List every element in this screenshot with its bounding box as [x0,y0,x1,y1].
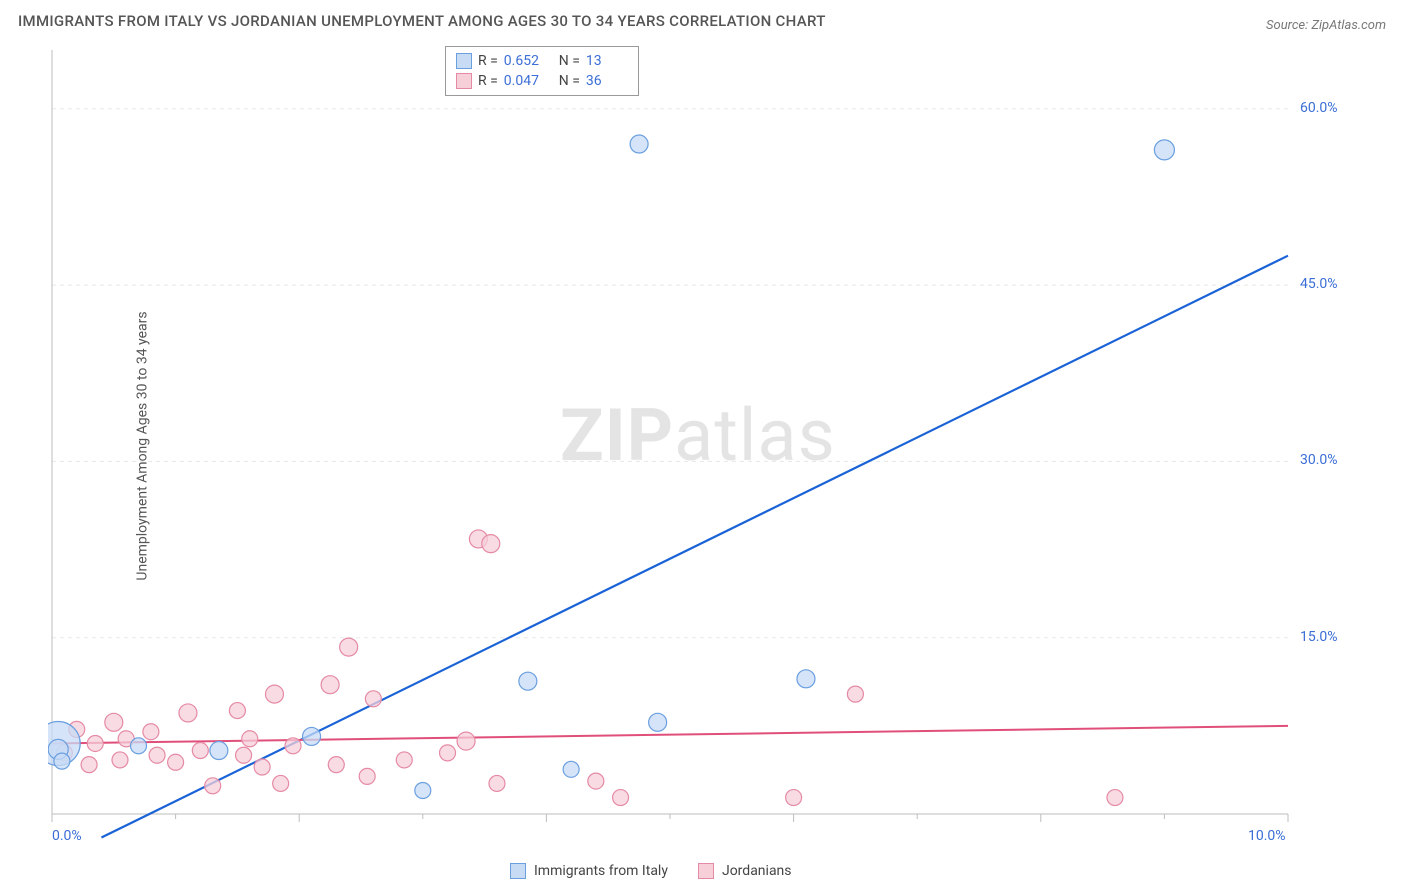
legend-r-value: 0.652 [504,53,546,69]
legend-r-value: 0.047 [504,73,546,89]
legend-swatch [698,863,714,879]
source-prefix: Source: [1266,18,1311,33]
legend-swatch [456,73,472,89]
chart-plot-area [48,44,1348,844]
x-tick-label: 10.0% [1248,828,1286,844]
legend-stats-box: R = 0.652 N = 13 R = 0.047 N = 36 [445,46,639,96]
x-tick-label: 0.0% [52,828,82,844]
legend-bottom: Immigrants from Italy Jordanians [510,863,792,879]
legend-series-name: Jordanians [722,863,792,879]
legend-stat-row: R = 0.047 N = 36 [456,71,628,91]
legend-n-value: 13 [586,53,628,69]
legend-item: Immigrants from Italy [510,863,668,879]
legend-n-label: N = [552,73,580,89]
legend-r-label: R = [478,73,498,89]
legend-n-label: N = [552,53,580,69]
legend-n-value: 36 [586,73,628,89]
y-tick-label: 30.0% [1300,452,1338,468]
legend-swatch [456,53,472,69]
legend-series-name: Immigrants from Italy [534,863,668,879]
source-attribution: Source: ZipAtlas.com [1266,18,1386,33]
y-tick-label: 15.0% [1300,629,1338,645]
legend-r-label: R = [478,53,498,69]
legend-swatch [510,863,526,879]
source-name: ZipAtlas.com [1311,18,1386,33]
chart-svg [48,44,1348,844]
legend-stat-row: R = 0.652 N = 13 [456,51,628,71]
y-tick-label: 60.0% [1300,100,1338,116]
y-tick-label: 45.0% [1300,276,1338,292]
legend-item: Jordanians [698,863,792,879]
chart-title: IMMIGRANTS FROM ITALY VS JORDANIAN UNEMP… [18,12,826,30]
